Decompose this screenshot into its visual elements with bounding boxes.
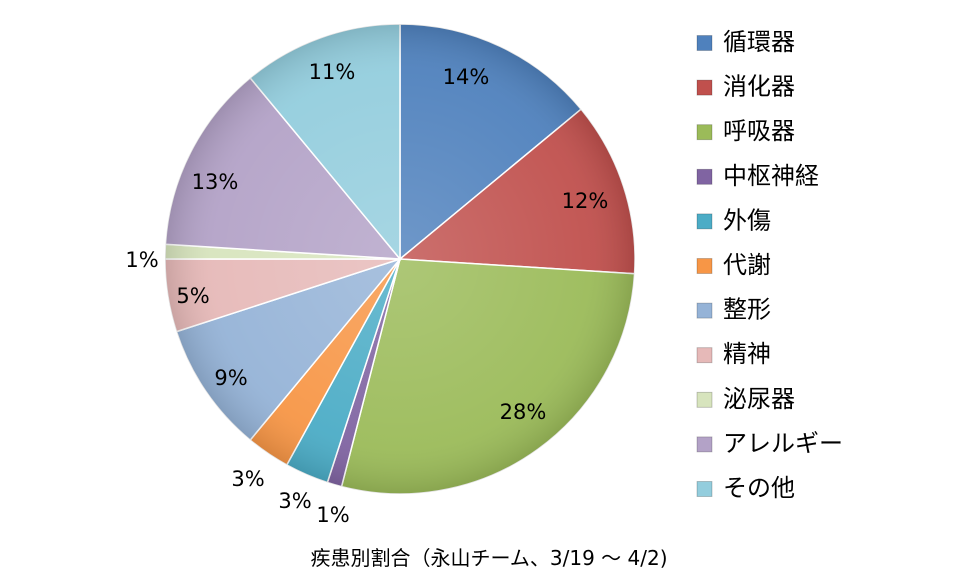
legend-label: 精神: [723, 340, 771, 368]
slice-percent-label: 28%: [500, 400, 547, 424]
pie-slices: [164, 23, 636, 495]
legend-label: 呼吸器: [723, 117, 795, 145]
legend-label: 泌尿器: [723, 385, 795, 413]
legend-swatch: [696, 302, 713, 319]
legend-swatch: [696, 258, 713, 274]
legend-label: その他: [723, 474, 795, 502]
legend-label: 循環器: [723, 28, 795, 56]
slice-percent-labels: 14%12%28%1%3%3%9%5%1%13%11%: [125, 60, 608, 527]
slice-percent-label: 1%: [316, 503, 349, 527]
legend-label: 代謝: [723, 251, 771, 279]
legend-label: 外傷: [723, 206, 771, 234]
legend-label: 整形: [723, 296, 771, 324]
slice-percent-label: 13%: [192, 170, 239, 194]
slice-percent-label: 9%: [214, 366, 247, 390]
legend-swatch: [696, 168, 713, 185]
slice-percent-label: 3%: [231, 467, 264, 491]
legend-label: アレルギー: [723, 429, 843, 457]
chart-caption: 疾患別割合（永山チーム、3/19 〜 4/2): [310, 546, 667, 570]
legend-swatch: [696, 124, 713, 141]
slice-percent-label: 1%: [125, 248, 158, 272]
slice-percent-label: 12%: [562, 189, 609, 213]
legend-swatch: [696, 391, 713, 408]
slice-percent-label: 11%: [309, 60, 356, 84]
legend-swatch: [696, 79, 713, 96]
legend-swatch: [696, 436, 713, 453]
legend-label: 消化器: [723, 73, 795, 101]
legend-swatch: [696, 481, 713, 497]
slice-percent-label: 3%: [278, 489, 311, 513]
legend-label: 中枢神経: [723, 162, 819, 190]
slice-percent-label: 14%: [443, 65, 490, 89]
slice-percent-label: 5%: [176, 284, 209, 308]
legend-swatch: [696, 347, 713, 364]
legend-swatch: [696, 213, 713, 230]
legend-swatch: [696, 35, 713, 51]
